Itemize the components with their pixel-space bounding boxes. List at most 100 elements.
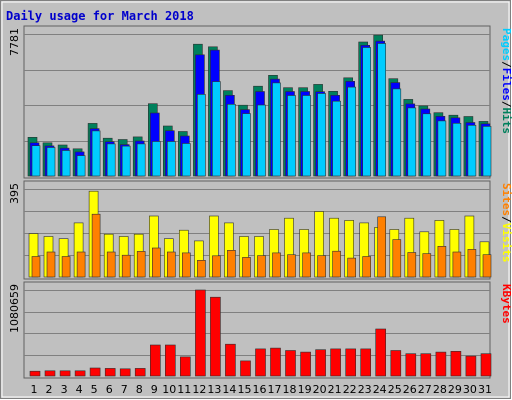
series-kbytes xyxy=(29,289,492,377)
bar-sites-day-21 xyxy=(332,250,341,278)
legend-text: Pages/Files/Hits xyxy=(500,28,512,134)
bar-kbytes-day-15 xyxy=(240,360,251,377)
bar-pages-day-13 xyxy=(212,81,221,177)
panel-visits-sites: 395 Sites/Visits xyxy=(8,180,512,280)
x-tick-label: 9 xyxy=(151,383,158,396)
bar-kbytes-day-24 xyxy=(375,328,387,377)
bar-sites-day-22 xyxy=(347,257,357,278)
bar-pages-day-10 xyxy=(167,141,176,177)
x-tick-label: 26 xyxy=(403,383,417,396)
series-legend: KBytes xyxy=(500,284,512,324)
panel-hits-files-pages: 7781 Pages/Files/Hits xyxy=(8,25,512,179)
legend-text: KBytes xyxy=(500,284,512,324)
bar-kbytes-day-17 xyxy=(270,347,281,377)
x-tick-label: 24 xyxy=(373,383,387,396)
bar-pages-day-31 xyxy=(482,126,492,177)
bar-kbytes-day-5 xyxy=(89,367,101,377)
bar-kbytes-day-9 xyxy=(150,344,161,377)
bar-sites-day-3 xyxy=(61,256,71,278)
bar-pages-day-7 xyxy=(121,145,131,177)
bar-sites-day-29 xyxy=(452,251,462,278)
bar-kbytes-day-10 xyxy=(165,344,176,377)
legend-files: Files xyxy=(500,68,512,101)
x-tick-label: 7 xyxy=(121,383,128,396)
bar-pages-day-8 xyxy=(136,143,146,177)
x-tick-label: 14 xyxy=(222,383,236,396)
bar-kbytes-day-1 xyxy=(29,370,41,377)
bar-kbytes-day-13 xyxy=(210,296,221,377)
bar-kbytes-day-25 xyxy=(390,350,402,377)
bar-pages-day-15 xyxy=(242,113,251,177)
bar-kbytes-day-21 xyxy=(330,348,341,377)
bar-sites-day-16 xyxy=(257,255,266,278)
y-max-label: 7781 xyxy=(8,28,21,56)
bar-kbytes-day-29 xyxy=(450,350,462,377)
bar-sites-day-28 xyxy=(437,246,447,278)
bar-sites-day-14 xyxy=(227,250,236,278)
bar-sites-day-15 xyxy=(242,257,251,278)
bar-kbytes-day-7 xyxy=(119,368,131,377)
bar-sites-day-13 xyxy=(212,255,221,278)
x-tick-label: 21 xyxy=(328,383,342,396)
bar-kbytes-day-2 xyxy=(44,370,56,377)
bar-pages-day-12 xyxy=(197,94,206,177)
x-tick-label: 10 xyxy=(162,383,176,396)
bar-sites-day-20 xyxy=(317,255,326,278)
legend-sites: Sites xyxy=(500,183,512,216)
legend-hits: Hits xyxy=(500,108,512,135)
legend-pages: Pages xyxy=(500,28,512,61)
bar-sites-day-18 xyxy=(287,254,296,278)
bar-pages-day-1 xyxy=(31,145,41,177)
bar-pages-day-2 xyxy=(46,147,56,177)
x-tick-label: 16 xyxy=(253,383,267,396)
bar-pages-day-5 xyxy=(91,130,101,177)
x-tick-label: 13 xyxy=(207,383,221,396)
x-tick-label: 17 xyxy=(268,383,282,396)
bar-pages-day-24 xyxy=(377,43,387,177)
series-legend: Pages/Files/Hits xyxy=(500,28,512,134)
legend-separator: / xyxy=(500,61,512,68)
bar-sites-day-26 xyxy=(407,252,417,278)
bar-pages-day-6 xyxy=(106,143,116,177)
bar-sites-day-31 xyxy=(482,254,492,278)
bar-sites-day-8 xyxy=(136,251,146,278)
bar-pages-day-20 xyxy=(317,93,326,177)
bar-sites-day-12 xyxy=(197,259,206,278)
bar-kbytes-day-20 xyxy=(315,349,326,377)
x-tick-label: 22 xyxy=(343,383,357,396)
x-tick-label: 27 xyxy=(418,383,432,396)
bar-sites-day-30 xyxy=(467,249,477,278)
bar-kbytes-day-22 xyxy=(345,348,357,377)
bar-kbytes-day-11 xyxy=(180,356,191,377)
bar-sites-day-19 xyxy=(302,252,311,278)
bar-pages-day-21 xyxy=(332,100,341,177)
legend-text: Sites/Visits xyxy=(500,183,512,263)
bar-pages-day-22 xyxy=(347,86,357,177)
x-tick-label: 25 xyxy=(388,383,402,396)
x-tick-label: 15 xyxy=(238,383,252,396)
x-tick-label: 2 xyxy=(46,383,53,396)
bar-sites-day-9 xyxy=(152,247,161,278)
bar-pages-day-16 xyxy=(257,104,266,177)
bar-kbytes-day-26 xyxy=(405,353,417,377)
bar-pages-day-25 xyxy=(392,88,402,177)
bar-kbytes-day-19 xyxy=(300,351,311,377)
bar-sites-day-27 xyxy=(422,253,432,278)
x-tick-label: 8 xyxy=(136,383,143,396)
bar-sites-day-24 xyxy=(377,216,387,278)
bar-kbytes-day-3 xyxy=(59,370,71,377)
bar-sites-day-25 xyxy=(392,239,402,278)
x-tick-label: 28 xyxy=(433,383,447,396)
bar-pages-day-30 xyxy=(467,125,477,177)
bar-sites-day-4 xyxy=(76,251,86,278)
bar-kbytes-day-12 xyxy=(195,289,206,377)
bar-sites-day-2 xyxy=(46,251,56,278)
bar-pages-day-11 xyxy=(182,143,191,177)
panel-kbytes: 1080659 KBytes xyxy=(8,281,512,379)
bar-sites-day-6 xyxy=(106,251,116,278)
y-max-label: 1080659 xyxy=(8,284,21,333)
bar-pages-day-28 xyxy=(437,120,447,177)
